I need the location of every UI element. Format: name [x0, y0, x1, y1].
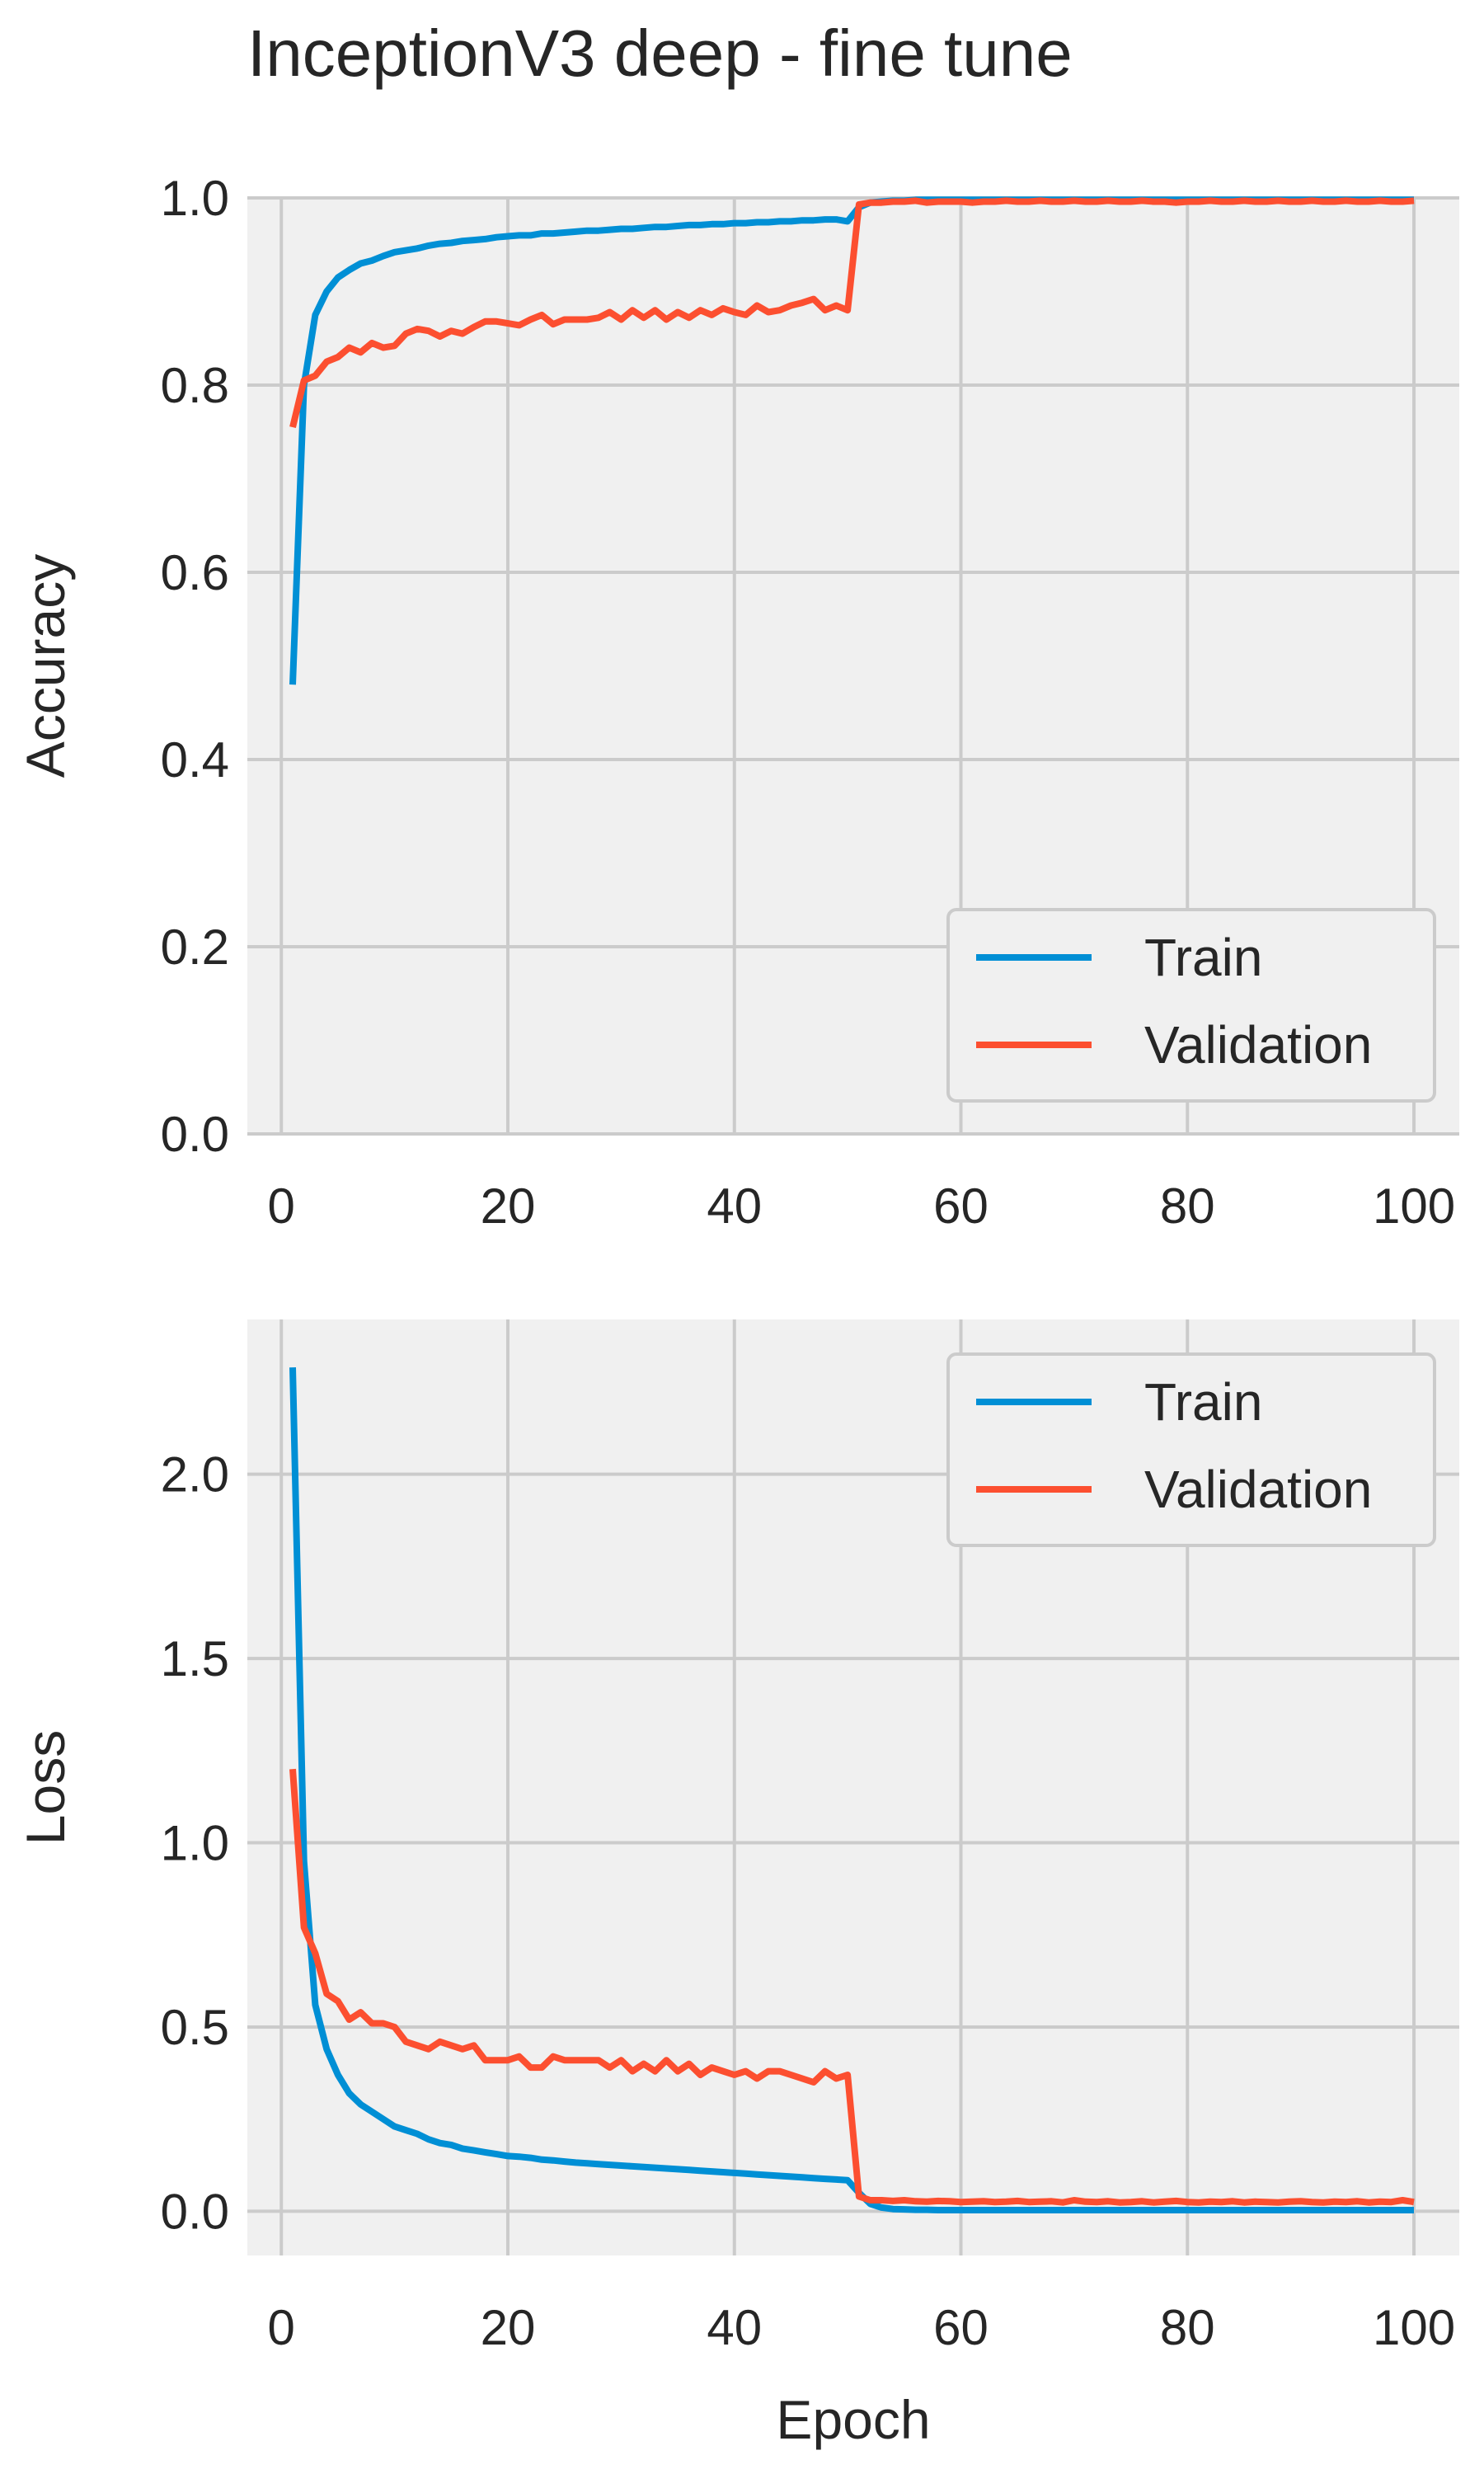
accuracy-xtick-label: 60	[933, 1178, 989, 1234]
loss-series-train	[289, 1367, 1414, 2213]
accuracy-legend-label-validation: Validation	[1144, 1015, 1372, 1075]
loss-xtick-label: 0	[268, 2300, 295, 2355]
accuracy-xtick-label: 20	[481, 1178, 536, 1234]
loss-xtick-label: 100	[1373, 2300, 1455, 2355]
accuracy-legend-label-train: Train	[1144, 928, 1262, 987]
accuracy-xtick-label: 0	[268, 1178, 295, 1234]
accuracy-ylabel: Accuracy	[15, 554, 76, 778]
loss-xtick-label: 80	[1160, 2300, 1215, 2355]
loss-legend-label-train: Train	[1144, 1372, 1262, 1432]
loss-legend-label-validation: Validation	[1144, 1460, 1372, 1519]
loss-ytick-label: 1.5	[161, 1631, 229, 1686]
loss-xtick-label: 20	[481, 2300, 536, 2355]
loss-ytick-label: 2.0	[161, 1447, 229, 1503]
loss-ylabel: Loss	[15, 1730, 76, 1845]
accuracy-xtick-label: 40	[707, 1178, 762, 1234]
loss-xtick-label: 40	[707, 2300, 762, 2355]
loss-ytick-label: 0.0	[161, 2184, 229, 2239]
accuracy-xtick-label: 80	[1160, 1178, 1215, 1234]
accuracy-legend: Train Validation	[946, 908, 1436, 1103]
accuracy-ytick-label: 1.0	[161, 171, 229, 226]
loss-ytick-label: 0.5	[161, 2000, 229, 2055]
accuracy-ytick-label: 0.8	[161, 358, 229, 413]
accuracy-xtick-label: 100	[1373, 1178, 1455, 1234]
loss-legend: Train Validation	[946, 1352, 1436, 1547]
accuracy-ytick-label: 0.6	[161, 545, 229, 600]
accuracy-ytick-label: 0.4	[161, 732, 229, 788]
loss-series-validation	[289, 1768, 1415, 2206]
accuracy-ytick-label: 0.2	[161, 920, 229, 975]
loss-panel: 0.0 0.5 1.0 1.5 2.0 0 20 40 60 80 100 Loss Epoch Trai…	[15, 1319, 1459, 2450]
accuracy-ytick-label: 0.0	[161, 1107, 229, 1162]
loss-ytick-label: 1.0	[161, 1816, 229, 1871]
chart-title: InceptionV3 deep - fine tune	[247, 16, 1073, 90]
accuracy-panel: 0.0 0.2 0.4 0.6 0.8 1.0 0 20 40 60 80 100 Accuracy Tr…	[15, 171, 1459, 1234]
loss-xlabel: Epoch	[776, 2389, 930, 2450]
loss-xtick-label: 60	[933, 2300, 989, 2355]
accuracy-series-validation	[289, 197, 1415, 429]
